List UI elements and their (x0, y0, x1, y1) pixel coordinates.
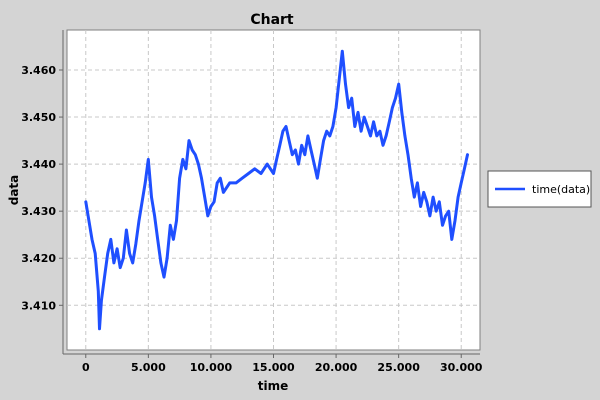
x-tick-label: 20.000 (315, 361, 358, 374)
legend-label: time(data) (532, 183, 590, 196)
x-tick-label: 10.000 (190, 361, 233, 374)
grid (67, 30, 480, 350)
x-tick-label: 30.000 (440, 361, 483, 374)
y-axis-label: data (7, 175, 21, 206)
x-axis-label: time (258, 379, 289, 393)
y-tick-label: 3.460 (21, 64, 56, 77)
legend: time(data) (487, 170, 592, 208)
axes (62, 30, 480, 355)
y-tick-label: 3.410 (21, 299, 56, 312)
x-tick-label: 25.000 (377, 361, 420, 374)
y-tick-label: 3.430 (21, 205, 56, 218)
y-tick-label: 3.450 (21, 111, 56, 124)
x-tick-label: 15.000 (252, 361, 295, 374)
y-tick-label: 3.440 (21, 158, 56, 171)
x-tick-label: 5.000 (131, 361, 166, 374)
series-layer (84, 49, 469, 331)
y-axis-ticks: 3.410 3.420 3.430 3.440 3.450 3.460 (21, 64, 63, 312)
x-axis-ticks: 0 5.000 10.000 15.000 20.000 25.000 30.000 (82, 354, 483, 374)
chart-title: Chart (250, 12, 294, 28)
x-tick-label: 0 (82, 361, 90, 374)
y-tick-label: 3.420 (21, 252, 56, 265)
series-line-0 (84, 49, 469, 331)
